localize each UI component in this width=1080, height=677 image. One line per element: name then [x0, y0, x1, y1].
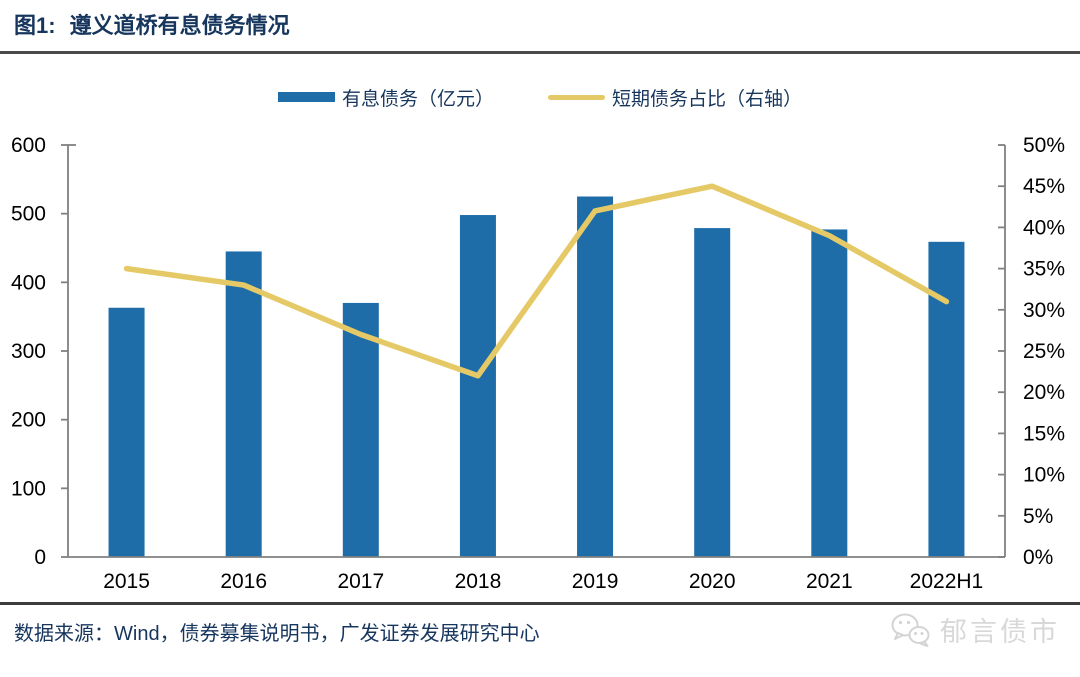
right-axis-tick-label: 20% [1023, 381, 1065, 404]
x-axis-label-2015: 2015 [103, 570, 150, 593]
legend-label-bar: 有息债务（亿元） [341, 88, 494, 110]
chart-legend: 有息债务（亿元） 短期债务占比（右轴） [0, 82, 1080, 112]
left-axis-tick-label: 100 [11, 477, 46, 500]
x-axis-label-2020: 2020 [689, 570, 736, 593]
right-axis-tick-label: 15% [1023, 422, 1065, 445]
legend-item-bar: 有息债务（亿元） [277, 84, 494, 111]
right-axis-tick-label: 30% [1023, 299, 1065, 322]
right-axis-tick-label: 35% [1023, 258, 1065, 281]
x-axis-label-2018: 2018 [455, 570, 502, 593]
right-axis-tick-label: 5% [1023, 505, 1053, 528]
title-divider [0, 51, 1080, 54]
right-axis-tick-label: 40% [1023, 216, 1065, 239]
bar-2022H1 [928, 241, 965, 557]
bar-2017 [342, 302, 379, 557]
data-source-note: 数据来源：Wind，债券募集说明书，广发证券发展研究中心 [14, 623, 540, 645]
figure-label: 图1: [14, 13, 56, 38]
bar-2019 [577, 196, 614, 557]
bar-2018 [459, 215, 496, 558]
left-axis-tick-label: 400 [11, 271, 46, 294]
bar-2015 [108, 307, 145, 557]
right-axis-tick-label: 10% [1023, 464, 1065, 487]
left-axis-tick-label: 300 [11, 340, 46, 363]
x-axis-label-2017: 2017 [337, 570, 384, 593]
figure-header: 图1: 遵义道桥有息债务情况 [14, 8, 290, 40]
x-axis-label-2022H1: 2022H1 [910, 570, 984, 593]
footer-divider [0, 602, 1080, 605]
left-axis-tick-label: 200 [11, 409, 46, 432]
page-title: 遵义道桥有息债务情况 [69, 13, 290, 38]
x-axis-label-2021: 2021 [806, 570, 853, 593]
right-axis-tick-label: 50% [1023, 134, 1065, 157]
x-axis-label-2016: 2016 [220, 570, 267, 593]
watermark-label: 郁言债市 [940, 617, 1060, 647]
left-axis-tick-label: 600 [11, 134, 46, 157]
left-axis-tick-label: 500 [11, 203, 46, 226]
x-axis-label-2019: 2019 [572, 570, 619, 593]
right-axis-tick-label: 0% [1023, 546, 1053, 569]
bar-2016 [225, 251, 262, 557]
legend-label-line: 短期债务占比（右轴） [612, 88, 803, 110]
left-axis-tick-label: 0 [34, 546, 46, 569]
right-axis-tick-label: 45% [1023, 175, 1065, 198]
bar-2020 [694, 228, 731, 557]
line-series [123, 183, 950, 379]
bar-2021 [811, 229, 848, 557]
brand-watermark: 郁言债市 [890, 610, 1060, 649]
legend-item-line: 短期债务占比（右轴） [548, 84, 802, 111]
line-swatch-icon [548, 94, 605, 100]
right-axis-tick-label: 25% [1023, 340, 1065, 363]
bar-swatch-icon [277, 92, 335, 102]
wechat-icon [891, 613, 930, 647]
